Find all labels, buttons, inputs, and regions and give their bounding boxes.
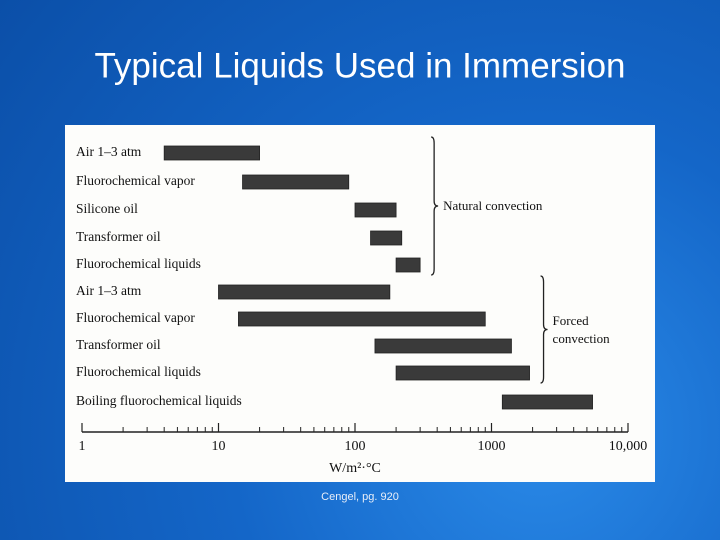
x-tick-label: 1000 [478, 439, 506, 454]
slide-title: Typical Liquids Used in Immersion [94, 46, 625, 85]
chart-panel [65, 125, 655, 482]
category-label: Transformer oil [76, 229, 161, 244]
category-label: Fluorochemical liquids [76, 364, 201, 379]
category-label: Air 1–3 atm [76, 144, 142, 159]
category-label: Silicone oil [76, 201, 138, 216]
bar [354, 202, 397, 218]
bar [163, 145, 260, 161]
x-tick-label: 1 [79, 439, 86, 454]
bar [395, 257, 421, 273]
category-label: Boiling fluorochemical liquids [76, 393, 242, 408]
bar [218, 284, 391, 300]
bar [242, 174, 350, 190]
bar [370, 230, 403, 246]
category-label: Fluorochemical liquids [76, 256, 201, 271]
category-label: Fluorochemical vapor [76, 310, 195, 325]
group-brace [431, 136, 439, 276]
group-label: Forced convection [552, 312, 610, 346]
x-tick-label: 10,000 [609, 439, 648, 454]
bar [395, 365, 530, 381]
bar [501, 394, 593, 410]
x-tick-label: 10 [212, 439, 226, 454]
x-tick-label: 100 [345, 439, 366, 454]
caption: Cengel, pg. 920 [321, 491, 399, 503]
x-axis-label: W/m²·°C [329, 461, 381, 476]
bar [374, 338, 512, 354]
group-label: Natural convection [443, 198, 543, 213]
category-label: Transformer oil [76, 337, 161, 352]
bar [238, 311, 486, 327]
category-label: Air 1–3 atm [76, 283, 142, 298]
category-label: Fluorochemical vapor [76, 173, 195, 188]
